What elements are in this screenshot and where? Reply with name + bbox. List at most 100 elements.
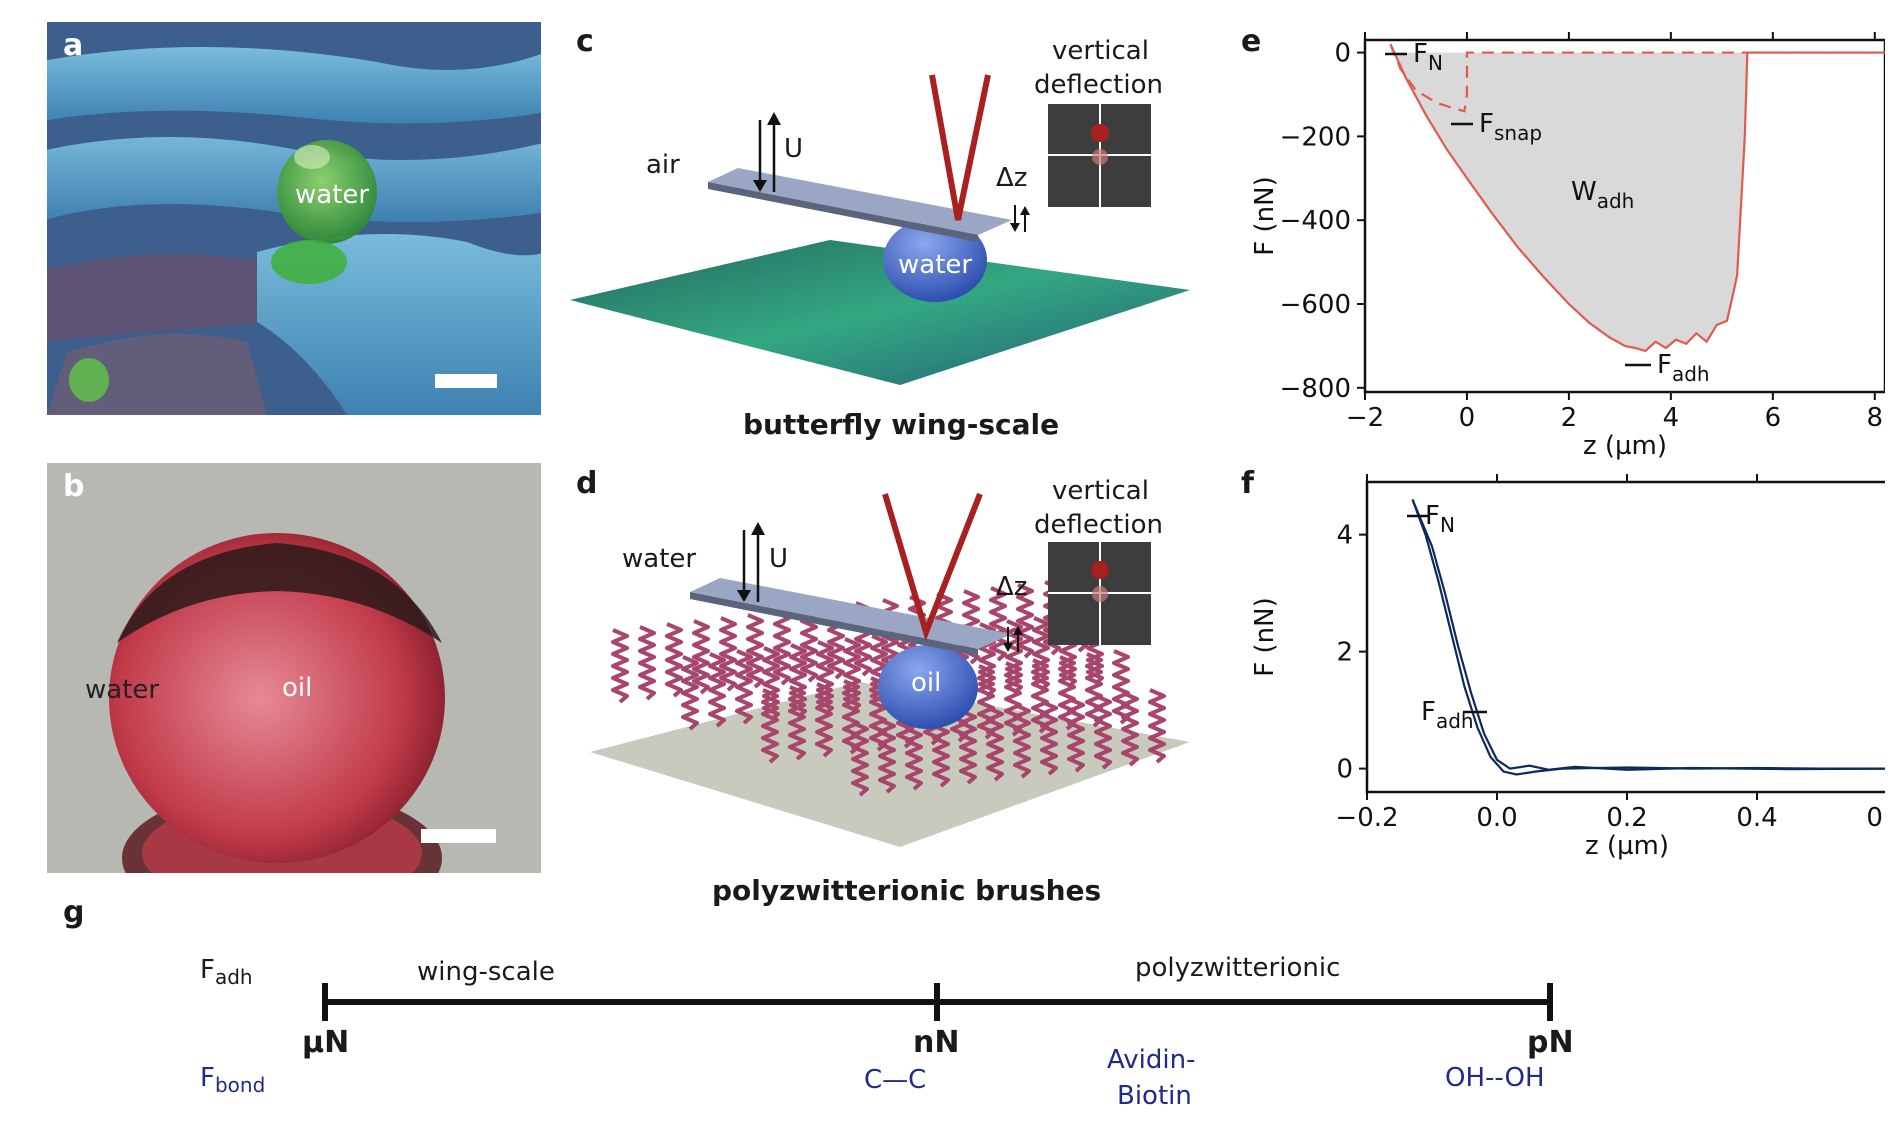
water-medium-label: water	[622, 544, 697, 574]
brush-strand	[708, 652, 726, 728]
y-tick-label: −600	[1280, 290, 1351, 320]
y-tick-label: 0	[1334, 39, 1351, 69]
x-axis-label: z (µm)	[1583, 431, 1667, 461]
brush-strand	[989, 586, 1007, 662]
brush-strand	[665, 622, 683, 698]
brush-strand	[788, 685, 806, 761]
brush-strand	[719, 616, 737, 692]
x-tick-label: 4	[1663, 403, 1680, 433]
brush-strand	[1013, 703, 1031, 779]
fadh-label: Fadh	[200, 955, 253, 990]
brush-strand	[870, 634, 888, 710]
detector-label-line2: deflection	[1034, 70, 1163, 100]
panel-letter-a: a	[63, 28, 84, 63]
polyzwitterionic-label: polyzwitterionic	[1135, 953, 1341, 983]
drive-label: U	[769, 544, 789, 574]
annotation-label: Fadh	[1657, 350, 1710, 386]
brush-strand	[1058, 655, 1076, 731]
oil-drop-label: oil	[911, 668, 942, 698]
brush-strand	[842, 679, 860, 755]
y-tick-label: −400	[1280, 206, 1351, 236]
brush-strand	[1085, 652, 1103, 728]
x-tick-label: 8	[1867, 403, 1884, 433]
wing-scale-label: wing-scale	[417, 957, 555, 987]
y-tick-label: 4	[1336, 521, 1353, 551]
dz-label: Δz	[996, 572, 1028, 602]
brush-strand	[746, 613, 764, 689]
panel-letter-f: f	[1241, 466, 1255, 501]
drive-label: U	[784, 134, 804, 164]
brush-strand	[843, 637, 861, 713]
brush-strand	[762, 646, 780, 722]
y-tick-label: 2	[1336, 638, 1353, 668]
panel-c-caption: butterfly wing-scale	[743, 408, 1060, 441]
panel-a-photo: a water	[47, 22, 541, 415]
brush-strand	[977, 664, 995, 740]
series-line-1	[1389, 43, 1885, 113]
brush-strand	[1040, 700, 1058, 776]
brush-strand	[1004, 661, 1022, 737]
oil-drop-label: oil	[282, 673, 313, 703]
x-tick-label: 0.0	[1476, 803, 1517, 833]
brush-strand	[761, 688, 779, 764]
panel-letter-c: c	[576, 24, 594, 59]
x-tick-label: −2	[1346, 403, 1384, 433]
detector-label-line2: deflection	[1034, 510, 1163, 540]
chart-f: −0.2 0.0 0.2 0.4 0.6 0 2 4 z (µm) F (nN) FN Fadh	[1250, 474, 1885, 861]
x-tick-label: −0.2	[1335, 803, 1398, 833]
water-drop-label: water	[295, 180, 370, 210]
brush-strand	[1148, 688, 1166, 764]
x-tick-label: 0	[1459, 403, 1476, 433]
tick-micronewton: µN	[302, 1025, 350, 1060]
brush-strand	[1121, 691, 1139, 767]
brush-strand	[986, 706, 1004, 782]
force-scale-axis	[322, 983, 1553, 1021]
brush-strand	[959, 709, 977, 785]
panel-b-photo: b water oil	[47, 463, 541, 873]
water-drop-label: water	[898, 250, 973, 280]
afm-schematic-brushes	[590, 492, 1190, 847]
brush-strand	[878, 718, 896, 794]
brush-strand	[735, 649, 753, 725]
brush-strand	[692, 619, 710, 695]
brush-strand	[638, 625, 656, 701]
y-tick-label: −800	[1280, 374, 1351, 404]
polymer-brushes	[611, 577, 1166, 797]
brush-strand	[1067, 697, 1085, 773]
scale-bar	[421, 829, 496, 843]
brush-strand	[869, 676, 887, 752]
annotation-label: Fadh	[1421, 697, 1474, 733]
dz-label: Δz	[996, 163, 1028, 193]
bond-avidin-label: Avidin-	[1107, 1045, 1196, 1075]
panel-c: c air U water Δz vertical deflection but…	[560, 20, 1200, 450]
x-tick-label: 2	[1561, 403, 1578, 433]
adhesion-work-area	[1390, 44, 1885, 351]
annotation-label: FN	[1425, 501, 1455, 537]
panel-d: d water U oil Δz vertical deflection pol…	[560, 462, 1200, 912]
brush-strand	[816, 640, 834, 716]
detector-label-line1: vertical	[1052, 476, 1149, 506]
oil-drop-illustration	[47, 463, 541, 873]
brush-strand	[851, 721, 869, 797]
panel-d-caption: polyzwitterionic brushes	[712, 874, 1102, 907]
panel-letter-e: e	[1241, 24, 1262, 59]
x-axis-label: z (µm)	[1585, 831, 1669, 861]
detector-label-line1: vertical	[1052, 36, 1149, 66]
annotation-label: FN	[1413, 39, 1443, 75]
brush-strand	[611, 628, 629, 704]
panel-letter-b: b	[63, 469, 85, 504]
bond-ohoh-label: OH--OH	[1445, 1063, 1545, 1093]
brush-strand	[773, 610, 791, 686]
annotation-label: Wadh	[1571, 177, 1634, 213]
annotation-label: Fsnap	[1479, 109, 1542, 145]
brush-strand	[1094, 694, 1112, 770]
x-tick-label: 0.4	[1736, 803, 1777, 833]
y-axis-label: F (nN)	[1250, 176, 1280, 255]
x-tick-label: 0.6	[1866, 803, 1885, 833]
x-tick-label: 0.2	[1606, 803, 1647, 833]
y-tick-label: 0	[1336, 755, 1353, 785]
brush-strand	[681, 655, 699, 731]
panel-letter-d: d	[576, 466, 598, 501]
panel-g: g Fadh Fbond wing-scale polyzwitterionic…	[40, 895, 1640, 1125]
brush-strand	[789, 643, 807, 719]
